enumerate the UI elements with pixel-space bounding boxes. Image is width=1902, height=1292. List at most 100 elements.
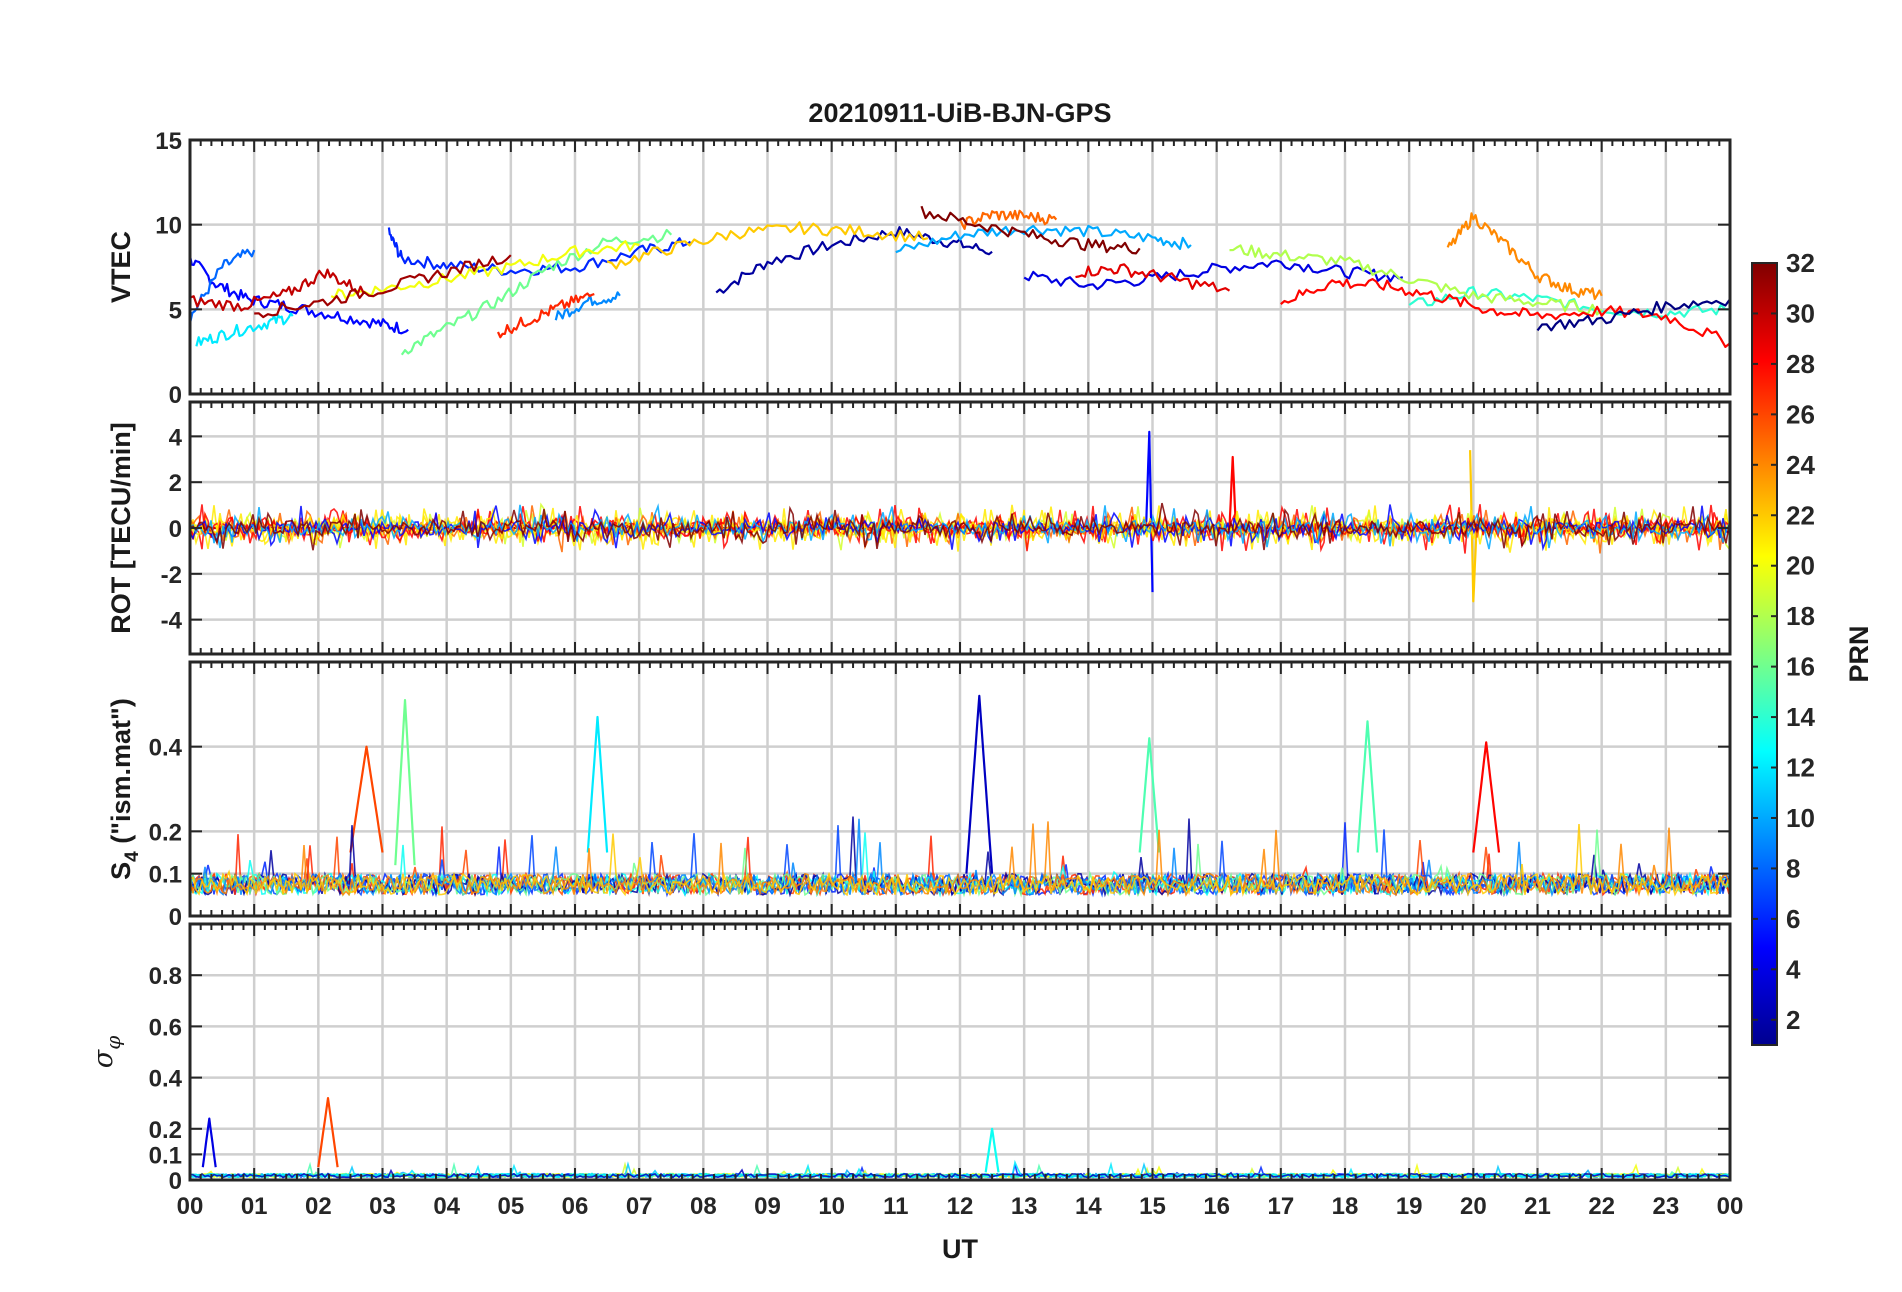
series-line-prn-25	[958, 209, 1058, 230]
x-tick-label: 05	[497, 1193, 524, 1220]
series-line-prn-28	[1280, 278, 1730, 348]
x-tick-label: 15	[1139, 1193, 1166, 1220]
x-tick-label: 00	[177, 1193, 204, 1220]
x-tick-label: 21	[1524, 1193, 1551, 1220]
colorbar-tick-label: 22	[1786, 500, 1815, 530]
series-line-prn-32	[920, 205, 1141, 255]
x-axis: 00 01 02 03 04 05 06 07 08 09 10 11 12 13 14 15 16 17 18 19…	[177, 1193, 1744, 1220]
x-tick-label: 03	[369, 1193, 396, 1220]
series-line-prn-12	[195, 312, 294, 347]
colorbar-tick-label: 8	[1786, 853, 1800, 883]
panel-3: 0 0.1 0.2 0.4S4 ("ism.mat")	[106, 660, 1732, 931]
series-line-prn-26	[317, 1096, 339, 1168]
colorbar-tick-label: 28	[1786, 349, 1815, 379]
panel-4: 00.10.2 0.4 0.6 0.8 σφ	[88, 922, 1732, 1195]
series-line-prn-28	[1472, 741, 1501, 853]
series-line-prn-18	[1229, 244, 1603, 316]
series-group	[201, 1096, 1000, 1173]
series-line-prn-20	[330, 240, 640, 300]
y-tick-label: 0.4	[149, 735, 183, 762]
noise-line	[190, 821, 1730, 898]
series-line-prn-14	[1408, 286, 1730, 319]
y-axis-label: VTEC	[106, 231, 136, 303]
x-tick-label: 14	[1075, 1193, 1102, 1220]
y-tick-label: 0	[169, 1168, 182, 1195]
series-line-prn-12	[586, 715, 609, 853]
series-line-prn-13	[984, 1127, 1000, 1173]
series-line-prn-22	[1469, 450, 1478, 603]
colorbar-tick-label: 16	[1786, 652, 1815, 682]
colorbar-gradient	[1751, 262, 1778, 1046]
series-line-prn-15	[1138, 737, 1160, 853]
y-axis-label: ROT [TECU/min]	[106, 422, 136, 633]
y-tick-label: 15	[155, 128, 182, 155]
colorbar-tick-label: 32	[1786, 248, 1815, 278]
x-tick-label: 13	[1011, 1193, 1038, 1220]
x-tick-label: 17	[1267, 1193, 1294, 1220]
colorbar-tick-label: 30	[1786, 298, 1815, 328]
series-line-prn-2	[715, 226, 993, 294]
panel-2: -4 -2 0 2 4 ROT [TECU/min]	[106, 400, 1732, 656]
colorbar-tick-label: 4	[1786, 954, 1801, 984]
series-line-prn-24	[1446, 212, 1603, 301]
series-line-prn-16	[400, 228, 673, 356]
y-tick-label: 0.4	[149, 1066, 183, 1093]
series-line-prn-22	[606, 221, 929, 270]
colorbar-tick-label: 18	[1786, 601, 1815, 631]
y-tick-label: -4	[161, 608, 183, 635]
x-tick-label: 06	[562, 1193, 589, 1220]
series-line-prn-4	[1023, 259, 1404, 291]
series-line-prn-4	[201, 1117, 217, 1168]
colorbar-tick-label: 24	[1786, 450, 1815, 480]
colorbar-tick-label: 6	[1786, 904, 1800, 934]
series-line-prn-26	[349, 745, 384, 853]
series-group	[190, 205, 1730, 356]
x-tick-label: 09	[754, 1193, 781, 1220]
noise-line	[190, 823, 1730, 897]
series-line-prn-9	[554, 291, 621, 321]
series-line-prn-1	[1536, 298, 1730, 332]
series-line-prn-5	[1145, 430, 1154, 593]
y-tick-label: 0.2	[149, 1117, 182, 1144]
colorbar-tick-label: 20	[1786, 551, 1815, 581]
x-tick-label: 08	[690, 1193, 717, 1220]
x-tick-label: 01	[241, 1193, 268, 1220]
y-tick-label: 0.2	[149, 819, 182, 846]
y-tick-label: 0.8	[149, 963, 182, 990]
x-tick-label: 16	[1203, 1193, 1230, 1220]
series-group	[349, 694, 1501, 874]
colorbar-label: PRN	[1844, 625, 1874, 682]
colorbar-tick-label: 10	[1786, 803, 1815, 833]
y-tick-label: -2	[161, 562, 182, 589]
y-axis-label: S4 ("ism.mat")	[106, 698, 143, 880]
series-line-prn-16	[394, 698, 416, 866]
series-line-prn-31	[254, 254, 512, 319]
y-tick-label: 2	[169, 470, 182, 497]
y-tick-label: 4	[169, 424, 183, 451]
series-line-prn-29	[1075, 263, 1231, 293]
y-tick-label: 0.1	[149, 862, 182, 889]
series-line-prn-27	[496, 292, 595, 339]
y-tick-label: 0	[169, 382, 182, 409]
x-tick-label: 02	[305, 1193, 332, 1220]
y-tick-label: 0	[169, 904, 182, 931]
x-tick-label: 19	[1396, 1193, 1423, 1220]
series-line-prn-30	[190, 268, 365, 312]
x-tick-label: 07	[626, 1193, 653, 1220]
y-tick-label: 0	[169, 516, 182, 543]
colorbar-tick-label: 12	[1786, 753, 1815, 783]
x-tick-label: 04	[433, 1193, 460, 1220]
x-tick-label: 23	[1652, 1193, 1679, 1220]
colorbar-tick-label: 2	[1786, 1005, 1800, 1035]
y-axis-label: σφ	[88, 1036, 125, 1068]
x-tick-label: 18	[1332, 1193, 1359, 1220]
x-tick-label: 12	[947, 1193, 974, 1220]
series-line-prn-28	[1228, 455, 1237, 529]
series-line-prn-6	[387, 227, 692, 276]
series-line-prn-5	[190, 255, 409, 335]
x-tick-label: 00	[1717, 1193, 1744, 1220]
